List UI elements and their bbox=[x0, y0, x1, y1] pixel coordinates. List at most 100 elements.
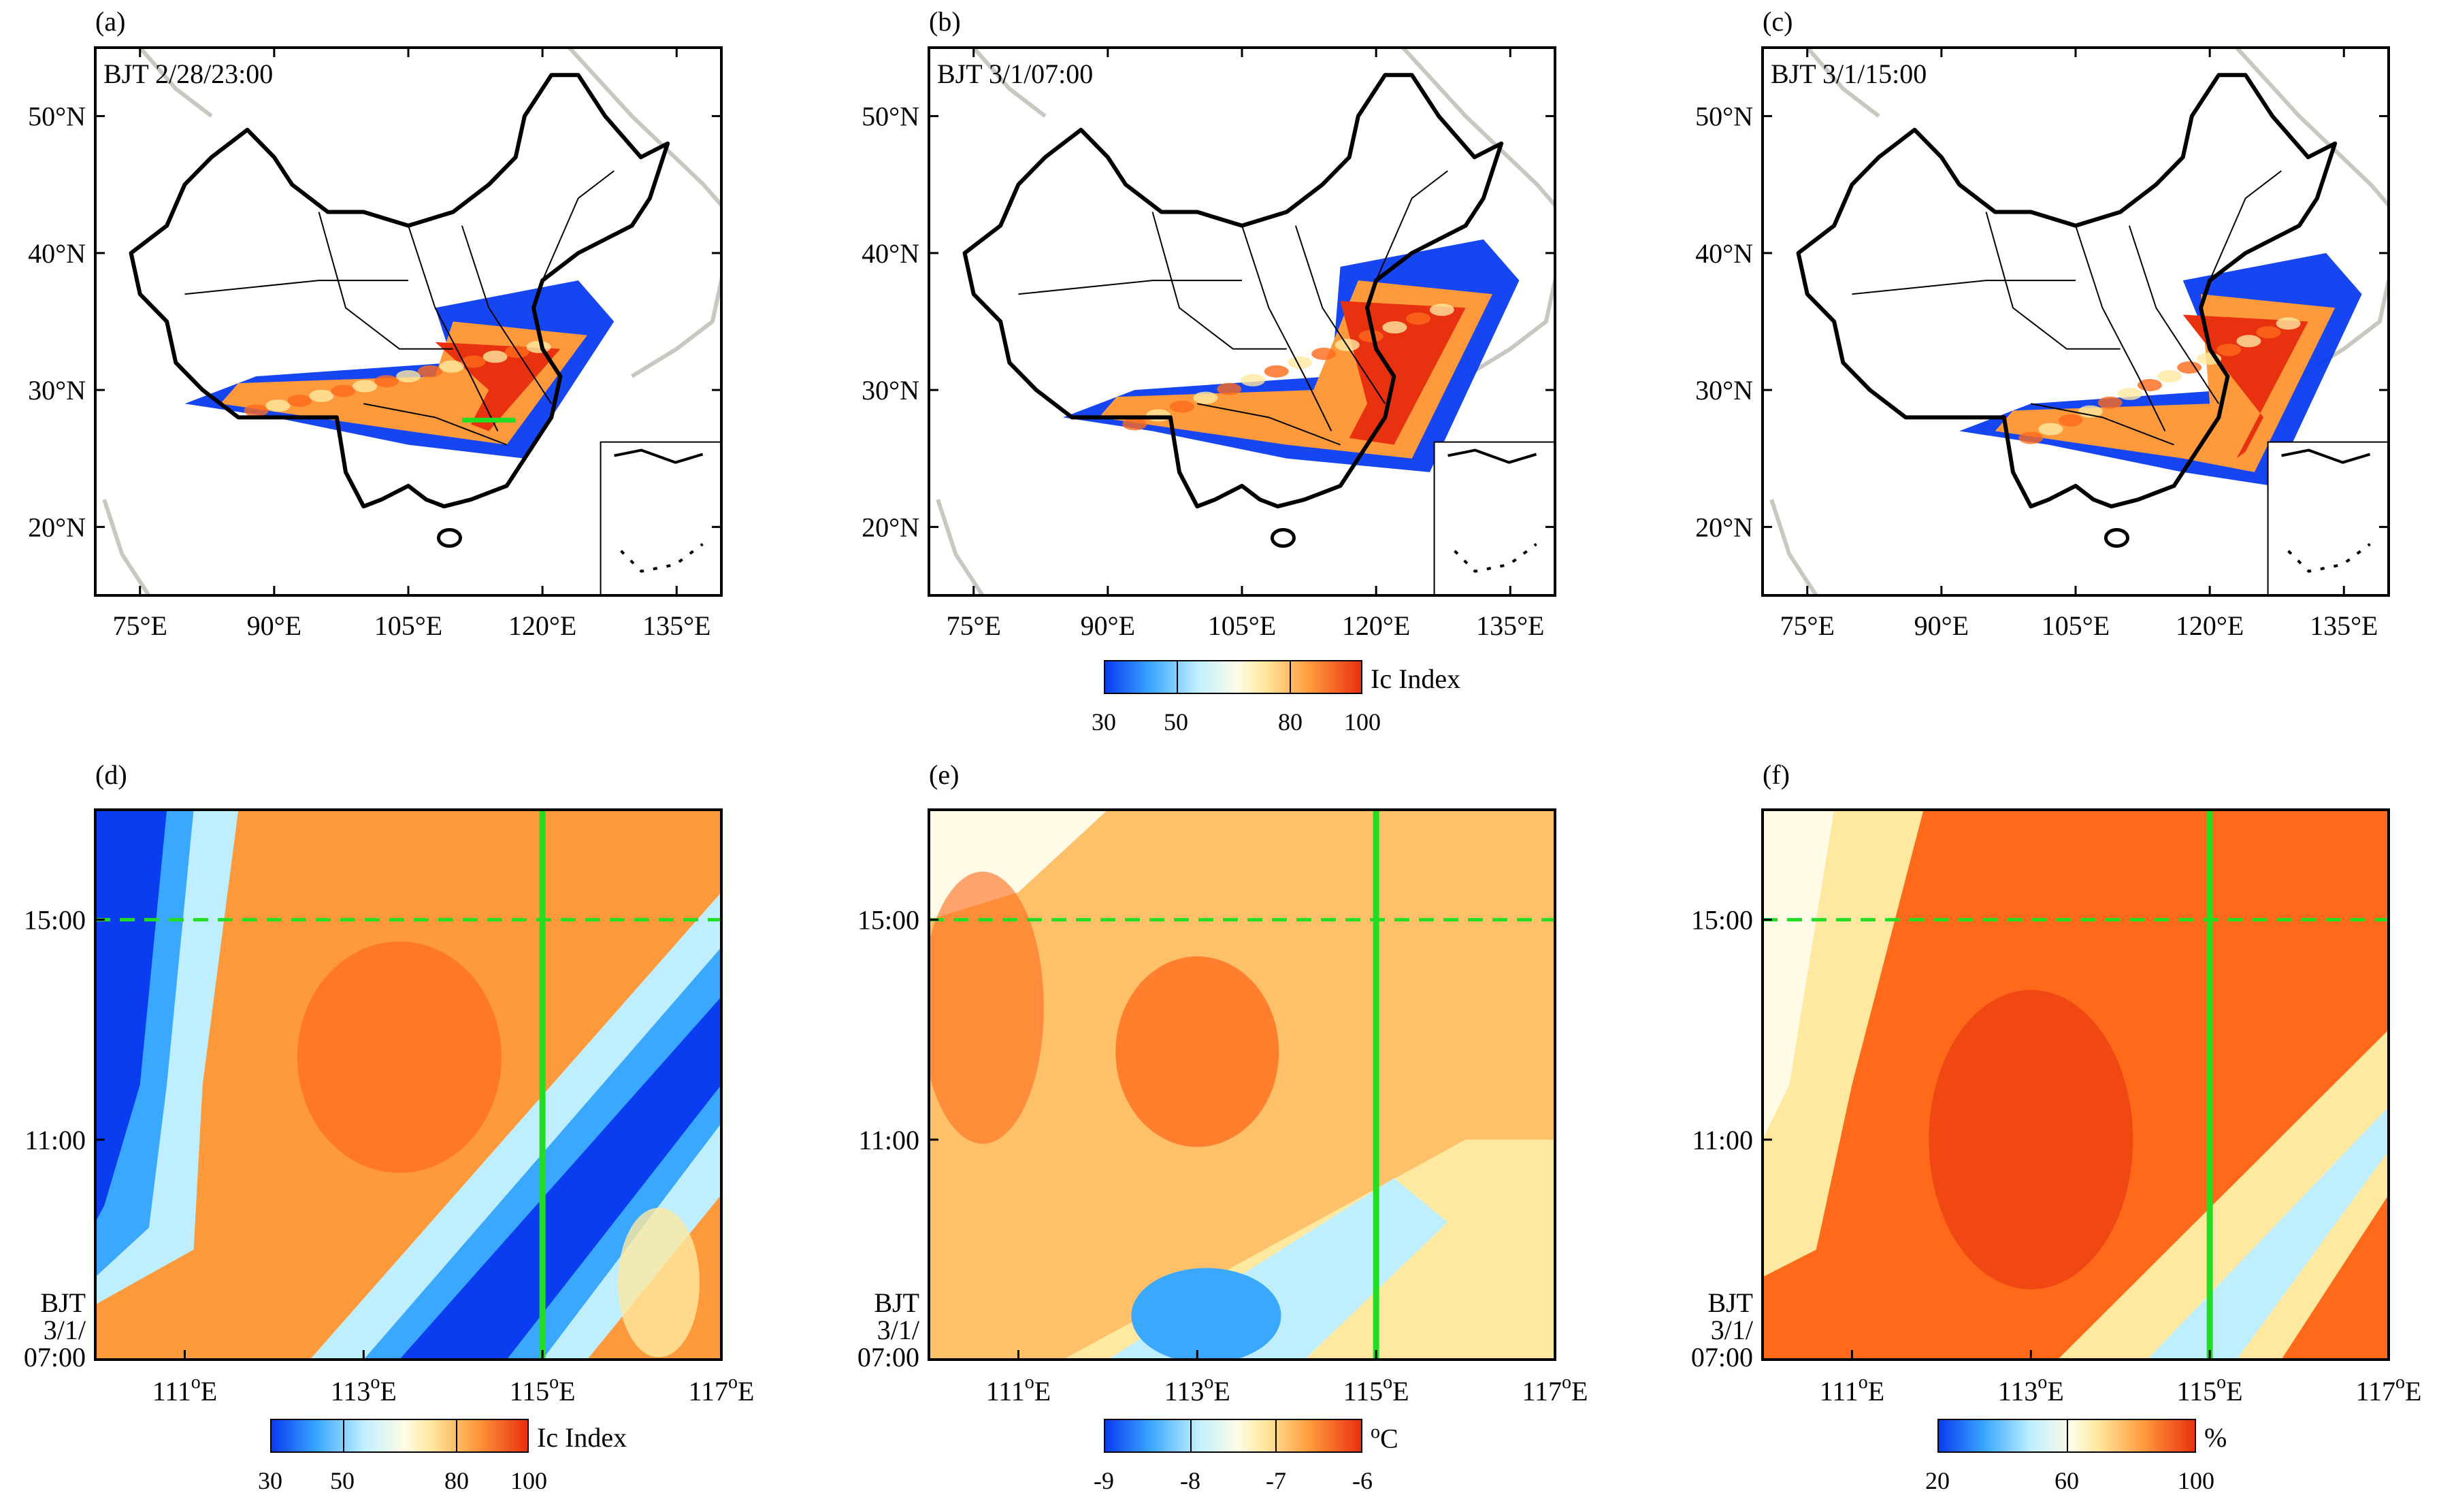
scs-inset-coast bbox=[2281, 448, 2371, 464]
province-line-5 bbox=[1375, 170, 1448, 281]
ic-cell-3 bbox=[1193, 391, 1218, 404]
ic-cell-9 bbox=[439, 360, 464, 373]
field-diag-mid bbox=[363, 947, 721, 1360]
coastline-1 bbox=[102, 499, 151, 595]
x-tick-degree: o bbox=[1859, 1372, 1868, 1393]
x-tick-label: 105°E bbox=[374, 610, 442, 641]
y-tick-label: 11:00 bbox=[1692, 1125, 1753, 1155]
map-panel-a: BJT 2/28/23:00 75°E 90°E 105°E 120°E 135°E 20°… bbox=[28, 46, 723, 641]
country-border bbox=[962, 73, 1504, 509]
x-tick-label: 135°E bbox=[1476, 610, 1544, 641]
province-line-2 bbox=[2075, 225, 2166, 431]
field-west-core bbox=[95, 810, 167, 1222]
province-line-3 bbox=[461, 225, 553, 404]
ic-cell-13 bbox=[1429, 303, 1454, 316]
coastline-2 bbox=[972, 48, 1047, 118]
x-tick-degree: o bbox=[370, 1372, 380, 1393]
colorbar-e: oC -9 -8 -7 -6 bbox=[1094, 1419, 1580, 1500]
colorbar-e-tick-0: -9 bbox=[1094, 1467, 1114, 1494]
province-line-1 bbox=[318, 212, 453, 350]
province-line-3 bbox=[1294, 225, 1386, 404]
colorbar-e-bar bbox=[1104, 1419, 1362, 1453]
timestamp-label: BJT 3/1/07:00 bbox=[937, 59, 1093, 89]
timestamp-label: BJT 3/1/15:00 bbox=[1771, 59, 1927, 89]
coastline-1 bbox=[1769, 499, 1818, 595]
province-line-5 bbox=[542, 170, 615, 281]
ic-cell-3 bbox=[2078, 405, 2103, 418]
colorbar-e-tick-3: -6 bbox=[1352, 1467, 1373, 1494]
x-tick-hemisphere: E bbox=[2226, 1376, 2242, 1407]
hovmoller-field bbox=[929, 810, 1555, 1360]
x-tick-label: 117oE bbox=[2356, 1372, 2422, 1407]
colorbar-e-tick-1: -8 bbox=[1180, 1467, 1200, 1494]
x-tick-degree: o bbox=[2037, 1372, 2047, 1393]
colorbar-top-label: Ic Index bbox=[1371, 663, 1461, 694]
x-tick-hemisphere: E bbox=[380, 1376, 396, 1407]
colorbar-f: % 20 60 100 bbox=[1925, 1419, 2414, 1500]
plot-frame bbox=[94, 808, 723, 1361]
colorbar-f-label: % bbox=[2204, 1422, 2227, 1453]
x-tick-label: 111oE bbox=[1820, 1372, 1884, 1407]
y-start-label: 07:00 bbox=[857, 1342, 919, 1373]
ic-cell-2 bbox=[1169, 400, 1194, 413]
scs-inset-dashes bbox=[1454, 542, 1537, 573]
colorbar-e-label-sup: o bbox=[1371, 1421, 1380, 1443]
x-tick-degree: o bbox=[1562, 1372, 1571, 1393]
ic-cell-10 bbox=[1358, 330, 1384, 343]
x-tick-degree: o bbox=[549, 1372, 559, 1393]
scs-inset bbox=[1433, 441, 1555, 595]
y-tick-label: 11:00 bbox=[24, 1125, 86, 1155]
y-start-label: 3/1/ bbox=[877, 1315, 920, 1345]
x-tick-label: 105°E bbox=[1208, 610, 1276, 641]
x-tick-degree: o bbox=[2216, 1372, 2226, 1393]
coastline-2 bbox=[1805, 48, 1880, 118]
ic-cell-2 bbox=[2058, 414, 2083, 427]
ic-cell-11 bbox=[1382, 321, 1407, 334]
field-diag-core bbox=[399, 996, 721, 1360]
ic-cell-10 bbox=[2216, 344, 2242, 357]
colorbar-f-tick-0: 20 bbox=[1925, 1467, 1950, 1494]
map-content bbox=[102, 48, 721, 595]
y-start-label: 07:00 bbox=[1691, 1342, 1753, 1373]
province-line-1 bbox=[1985, 212, 2121, 350]
x-tick-hemisphere: E bbox=[559, 1376, 575, 1407]
hovmoller-field bbox=[1763, 810, 2389, 1360]
y-tick-label: 40°N bbox=[1695, 238, 1753, 269]
coastline-2 bbox=[138, 48, 213, 118]
colorbar-d-tick-1: 50 bbox=[330, 1467, 355, 1494]
province-line-2 bbox=[408, 225, 499, 431]
timestamp-label: BJT 2/28/23:00 bbox=[103, 59, 273, 89]
colorbar-top-tick-1: 50 bbox=[1164, 708, 1188, 736]
y-tick-label: 50°N bbox=[28, 101, 86, 132]
field-west-dry bbox=[1763, 810, 1835, 1140]
colorbar-top-tick-0: 30 bbox=[1092, 708, 1116, 736]
field-max bbox=[297, 941, 502, 1173]
x-tick-label: 90°E bbox=[1914, 610, 1969, 641]
colorbar-e-tick-2: -7 bbox=[1266, 1467, 1286, 1494]
x-tick-label: 111oE bbox=[152, 1372, 217, 1407]
colorbar-top: Ic Index 30 50 80 100 bbox=[1092, 660, 1580, 742]
y-start-label: 07:00 bbox=[24, 1342, 86, 1373]
panel-label-c: (c) bbox=[1763, 6, 1793, 37]
ic-cell-8 bbox=[1311, 347, 1337, 360]
ic-cell-7 bbox=[2157, 370, 2182, 382]
ic-cell-13 bbox=[526, 340, 551, 353]
province-line-3 bbox=[2128, 225, 2220, 404]
field-se-patch bbox=[618, 1207, 700, 1358]
colorbar-f-tick-2: 100 bbox=[2178, 1467, 2214, 1494]
x-tick-label: 135°E bbox=[642, 610, 710, 641]
x-tick-label: 115oE bbox=[1343, 1372, 1409, 1407]
x-tick-hemisphere: E bbox=[1571, 1376, 1588, 1407]
hainan-island bbox=[436, 527, 462, 548]
x-tick-label: 115oE bbox=[510, 1372, 576, 1407]
x-tick-label: 113oE bbox=[331, 1372, 397, 1407]
x-tick-label: 120°E bbox=[2176, 610, 2244, 641]
x-tick-hemisphere: E bbox=[1392, 1376, 1409, 1407]
y-tick-label: 20°N bbox=[862, 512, 919, 542]
ic-cell-5 bbox=[2117, 387, 2142, 400]
colorbar-d-tick-3: 100 bbox=[510, 1467, 547, 1494]
x-tick-label: 113oE bbox=[1998, 1372, 2064, 1407]
x-tick-degree: o bbox=[2395, 1372, 2405, 1393]
ic-cell-5 bbox=[1240, 374, 1265, 387]
map-panel-b: BJT 3/1/07:00 75°E 90°E 105°E 120°E 135°E 20°N… bbox=[862, 46, 1556, 641]
